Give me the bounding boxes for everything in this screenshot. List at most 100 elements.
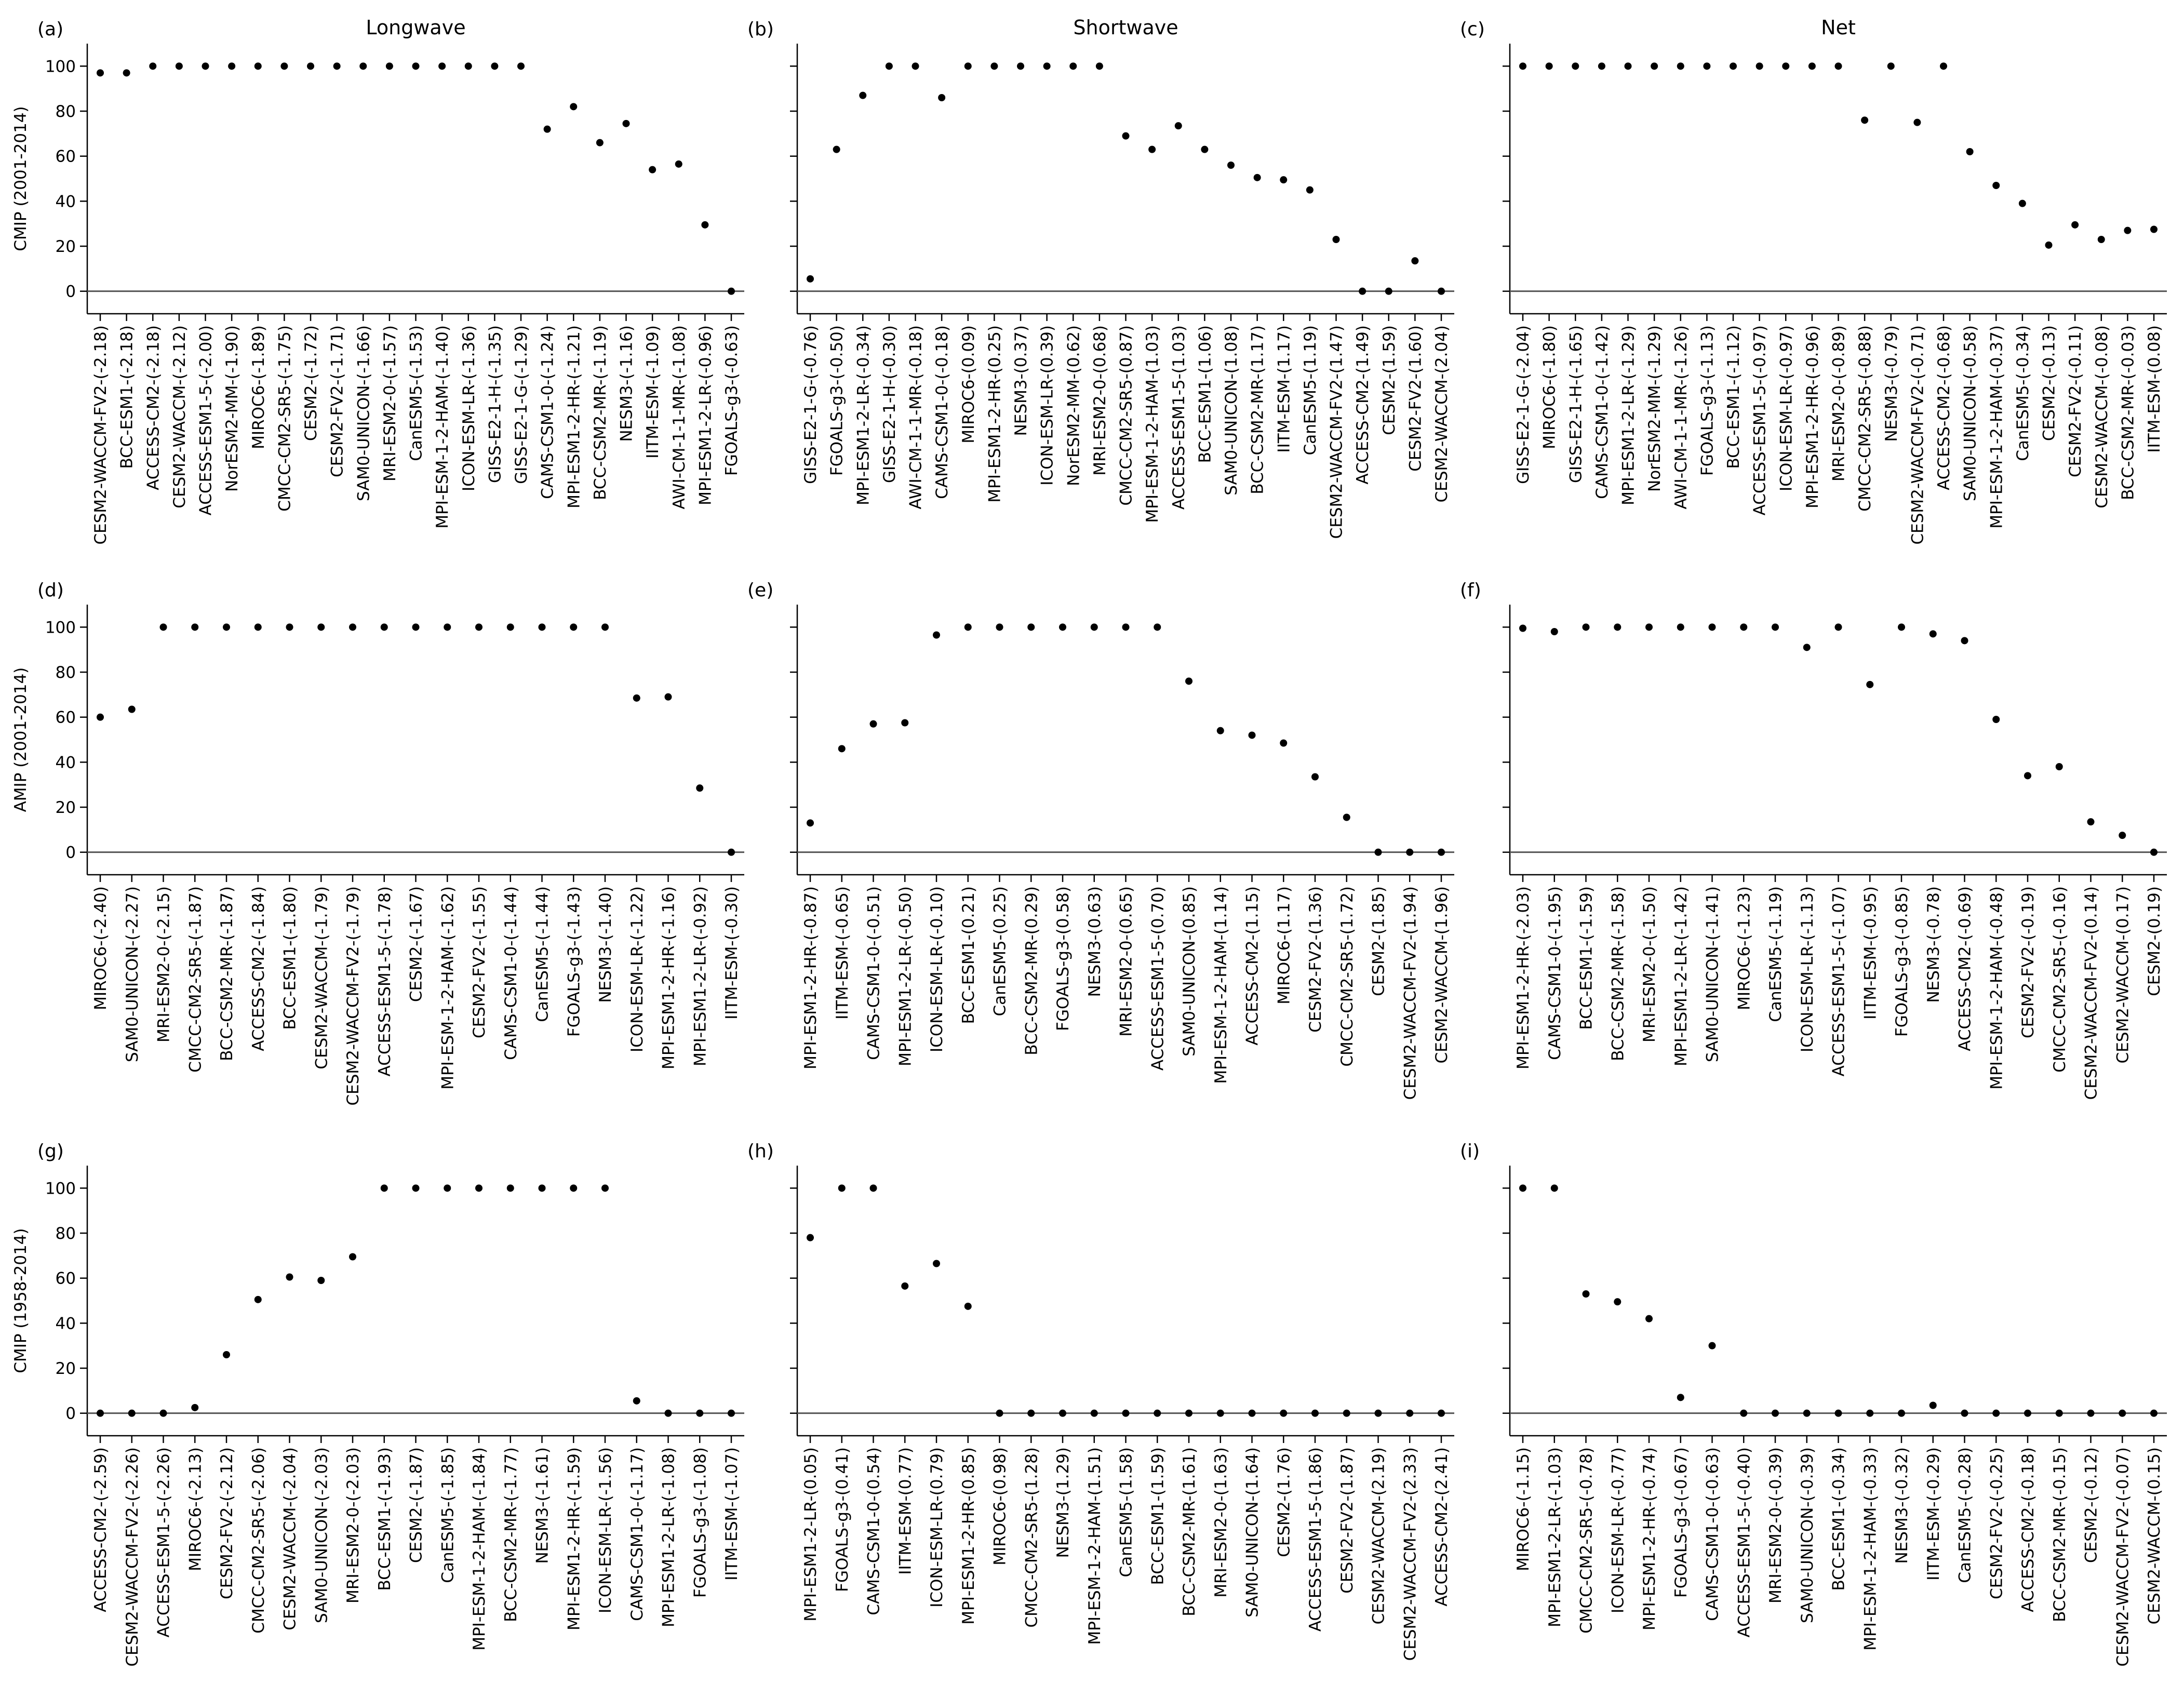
x-tick-label: CESM2-(-1.72) <box>302 325 320 441</box>
panel-label: (e) <box>747 580 773 601</box>
data-point <box>538 623 546 631</box>
data-point <box>475 623 483 631</box>
x-tick-label: CanESM5-(-0.28) <box>1956 1447 1975 1583</box>
data-point <box>2045 241 2053 249</box>
x-tick-label: ACCESS-CM2-(-0.18) <box>2019 1447 2038 1612</box>
data-point <box>1550 628 1558 635</box>
data-point <box>412 62 420 70</box>
data-point <box>859 91 867 99</box>
x-tick-label: GISS-E2-1-G-(-0.76) <box>801 325 820 484</box>
data-point <box>1122 623 1130 631</box>
x-tick-label: NESM3-(-1.61) <box>533 1447 552 1564</box>
data-point <box>464 62 472 70</box>
data-point <box>2150 848 2158 856</box>
panel-e: (e) MPI-ESM1-2-HR-(-0.87) IITM-ESM-(-0.65)… <box>747 580 1454 1100</box>
x-tick-label: SAM0-UNICON-(1.08) <box>1222 325 1241 496</box>
data-point <box>633 1397 640 1405</box>
x-tick-label: NESM3-(1.29) <box>1054 1447 1073 1558</box>
x-tick-label: SAM0-UNICON-(-0.58) <box>1961 325 1980 501</box>
panel-i: (i) MIROC6-(-1.15) MPI-ESM1-2-LR-(-1.03) CM… <box>1460 1141 2167 1667</box>
x-tick-label: CESM2-FV2-(-2.12) <box>218 1447 236 1599</box>
panel-label: (g) <box>37 1141 64 1162</box>
x-tick-label: CESM2-WACCM-FV2-(1.94) <box>1401 886 1419 1100</box>
x-tick-label: CESM2-WACCM-FV2-(-2.18) <box>91 325 110 545</box>
data-point <box>728 1409 735 1417</box>
data-point <box>901 1282 909 1290</box>
data-point <box>1059 1409 1066 1417</box>
x-tick-label: MPI-ESM1-2-HR-(-1.59) <box>565 1447 583 1631</box>
y-axis-label: CMIP (2001-2014) <box>11 106 30 251</box>
y-tick-label: 40 <box>56 192 76 211</box>
data-point <box>175 62 183 70</box>
y-tick-label: 0 <box>65 283 76 301</box>
x-tick-label: MPI-ESM1-2-HR-(-0.87) <box>801 886 820 1070</box>
data-point <box>1834 1409 1842 1417</box>
data-point <box>696 784 704 792</box>
data-point <box>223 1351 230 1358</box>
data-point <box>1834 623 1842 631</box>
x-tick-label: IITM-ESM-(-0.29) <box>1924 1447 1943 1581</box>
x-tick-label: CAMS-CSM1-0-(-1.44) <box>502 886 520 1060</box>
data-point <box>885 62 893 70</box>
x-tick-label: MIROC6-(-1.15) <box>1514 1447 1533 1571</box>
data-point <box>444 623 451 631</box>
x-tick-label: FGOALS-g3-(-0.63) <box>722 325 741 476</box>
data-point <box>1645 1315 1653 1322</box>
y-tick-label: 0 <box>65 1405 76 1423</box>
x-tick-label: MPI-ESM1-2-LR-(-1.29) <box>1619 325 1638 505</box>
x-tick-label: SAM0-UNICON-(-1.41) <box>1704 886 1722 1062</box>
data-point <box>191 1404 199 1411</box>
data-point <box>2024 1409 2031 1417</box>
data-point <box>1017 62 1024 70</box>
x-tick-label: ACCESS-CM2-(-2.59) <box>91 1447 110 1612</box>
x-tick-label: BCC-CSM2-MR-(-0.03) <box>2119 325 2137 500</box>
x-tick-label: CAMS-CSM1-0-(-0.18) <box>933 325 952 499</box>
data-point <box>996 1409 1003 1417</box>
data-point <box>444 1184 451 1192</box>
x-tick-label: NESM3-(-0.78) <box>1924 886 1943 1003</box>
x-tick-label: BCC-ESM1-(1.59) <box>1148 1447 1167 1585</box>
data-point <box>2055 1409 2063 1417</box>
data-point <box>1866 680 1874 688</box>
x-tick-label: MPI-ESM-1-2-HAM-(1.51) <box>1086 1447 1104 1645</box>
data-point <box>123 69 130 77</box>
data-point <box>1929 630 1937 638</box>
data-point <box>1154 623 1161 631</box>
x-tick-label: MRI-ESM2-0-(-2.15) <box>155 886 173 1043</box>
data-point <box>2124 226 2132 234</box>
y-tick-label: 60 <box>56 709 76 727</box>
x-tick-label: CESM2-WACCM-(0.17) <box>2113 886 2132 1063</box>
x-tick-label: MPI-ESM1-2-LR-(-1.03) <box>1546 1447 1564 1627</box>
data-point <box>675 160 682 168</box>
data-point <box>1385 287 1392 295</box>
x-tick-label: CAMS-CSM1-0-(-1.42) <box>1593 325 1612 499</box>
x-tick-label: MIROC6-(1.17) <box>1275 886 1293 1005</box>
x-tick-label: ICON-ESM-LR-(-0.97) <box>1777 325 1796 491</box>
data-point <box>701 221 709 229</box>
data-point <box>1708 1342 1716 1349</box>
data-point <box>1772 1409 1779 1417</box>
x-tick-label: BCC-CSM2-MR-(-1.19) <box>591 325 610 500</box>
x-tick-label: IITM-ESM-(0.77) <box>896 1447 915 1575</box>
x-tick-label: CESM2-(1.76) <box>1275 1447 1293 1557</box>
x-tick-label: CESM2-WACCM-FV2-(0.14) <box>2082 886 2101 1100</box>
data-point <box>1311 1409 1319 1417</box>
data-point <box>570 103 578 111</box>
x-tick-label: NESM3-(-1.40) <box>596 886 615 1003</box>
y-tick-label: 60 <box>56 148 76 166</box>
x-tick-label: CESM2-WACCM-FV2-(-0.71) <box>1908 325 1927 545</box>
x-tick-label: CESM2-(1.59) <box>1380 325 1399 435</box>
y-tick-label: 20 <box>56 798 76 817</box>
data-point <box>1677 1394 1684 1401</box>
x-tick-label: ACCESS-ESM1-5-(-2.00) <box>197 325 216 515</box>
x-tick-label: AWI-CM-1-1-MR-(-0.18) <box>907 325 926 510</box>
data-point <box>1027 623 1035 631</box>
x-tick-label: CMCC-CM2-SR5-(1.72) <box>1338 886 1357 1067</box>
x-tick-label: ICON-ESM-LR-(-1.13) <box>1798 886 1817 1052</box>
data-point <box>1411 257 1419 265</box>
panel-a: 0 20 40 60 80 100 CMIP (2001-2014) (a) Longwave C… <box>11 16 744 545</box>
x-tick-label: ICON-ESM-LR-(0.79) <box>928 1447 946 1608</box>
data-point <box>2024 772 2031 780</box>
data-point <box>385 62 393 70</box>
data-point <box>1216 727 1224 734</box>
